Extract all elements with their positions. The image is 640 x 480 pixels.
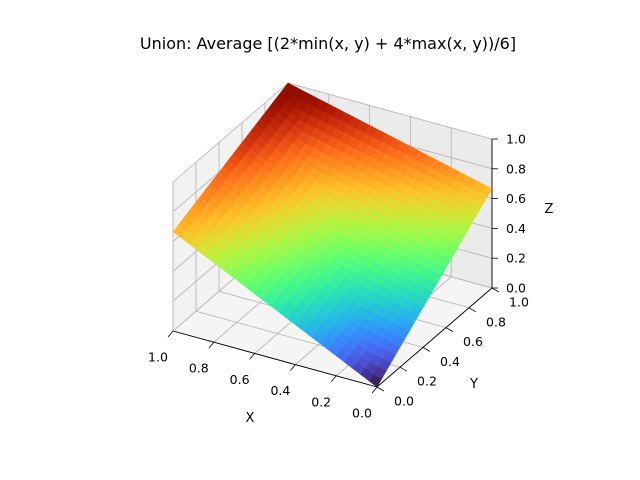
y-tick-mark	[491, 287, 500, 293]
z-tick-label: 0.6	[506, 191, 526, 206]
z-tick-label: 0.2	[506, 251, 526, 266]
axis-lines	[172, 139, 493, 388]
x-tick-label: 0.0	[352, 406, 372, 421]
x-tick-mark	[330, 375, 337, 383]
y-tick-mark	[399, 366, 408, 372]
x-tick-label: 0.8	[189, 361, 209, 376]
y-tick-label: 0.6	[463, 334, 483, 349]
y-axis-line	[376, 287, 493, 388]
z-tick-label: 0.0	[506, 281, 526, 296]
x-tick-mark	[167, 330, 174, 338]
x-tick-label: 0.2	[311, 394, 331, 409]
y-tick-mark	[376, 386, 385, 392]
axis-ticks: 0.00.20.40.60.81.00.00.20.40.60.81.00.00…	[148, 132, 529, 421]
y-tick-label: 0.2	[417, 374, 437, 389]
x-tick-mark	[249, 353, 255, 360]
y-tick-label: 0.8	[486, 314, 506, 329]
grid-line-z-ywall	[287, 82, 493, 140]
y-tick-label: 1.0	[509, 295, 529, 310]
y-tick-mark	[422, 347, 431, 352]
z-tick-label: 1.0	[506, 132, 526, 147]
grid-line-z-xwall	[172, 82, 289, 183]
y-tick-label: 0.4	[440, 354, 460, 369]
y-tick-label: 0.0	[394, 394, 414, 409]
z-axis-label: Z	[545, 202, 554, 217]
y-axis-label: Y	[469, 377, 478, 392]
x-tick-mark	[371, 386, 378, 394]
z-tick-label: 0.4	[506, 221, 526, 236]
chart-title: Union: Average [(2*min(x, y) + 4*max(x, …	[140, 34, 516, 53]
y-tick-mark	[445, 327, 454, 332]
z-tick-label: 0.8	[506, 161, 526, 176]
surface-cell	[368, 374, 382, 388]
x-tick-label: 1.0	[148, 350, 168, 365]
x-tick-mark	[208, 341, 215, 349]
x-tick-mark	[290, 364, 296, 371]
x-tick-label: 0.6	[230, 372, 250, 387]
x-axis-label: X	[246, 411, 255, 426]
x-tick-label: 0.4	[270, 383, 290, 398]
y-tick-mark	[468, 307, 477, 313]
surface-plot	[172, 82, 493, 388]
x-axis-line	[172, 330, 378, 388]
